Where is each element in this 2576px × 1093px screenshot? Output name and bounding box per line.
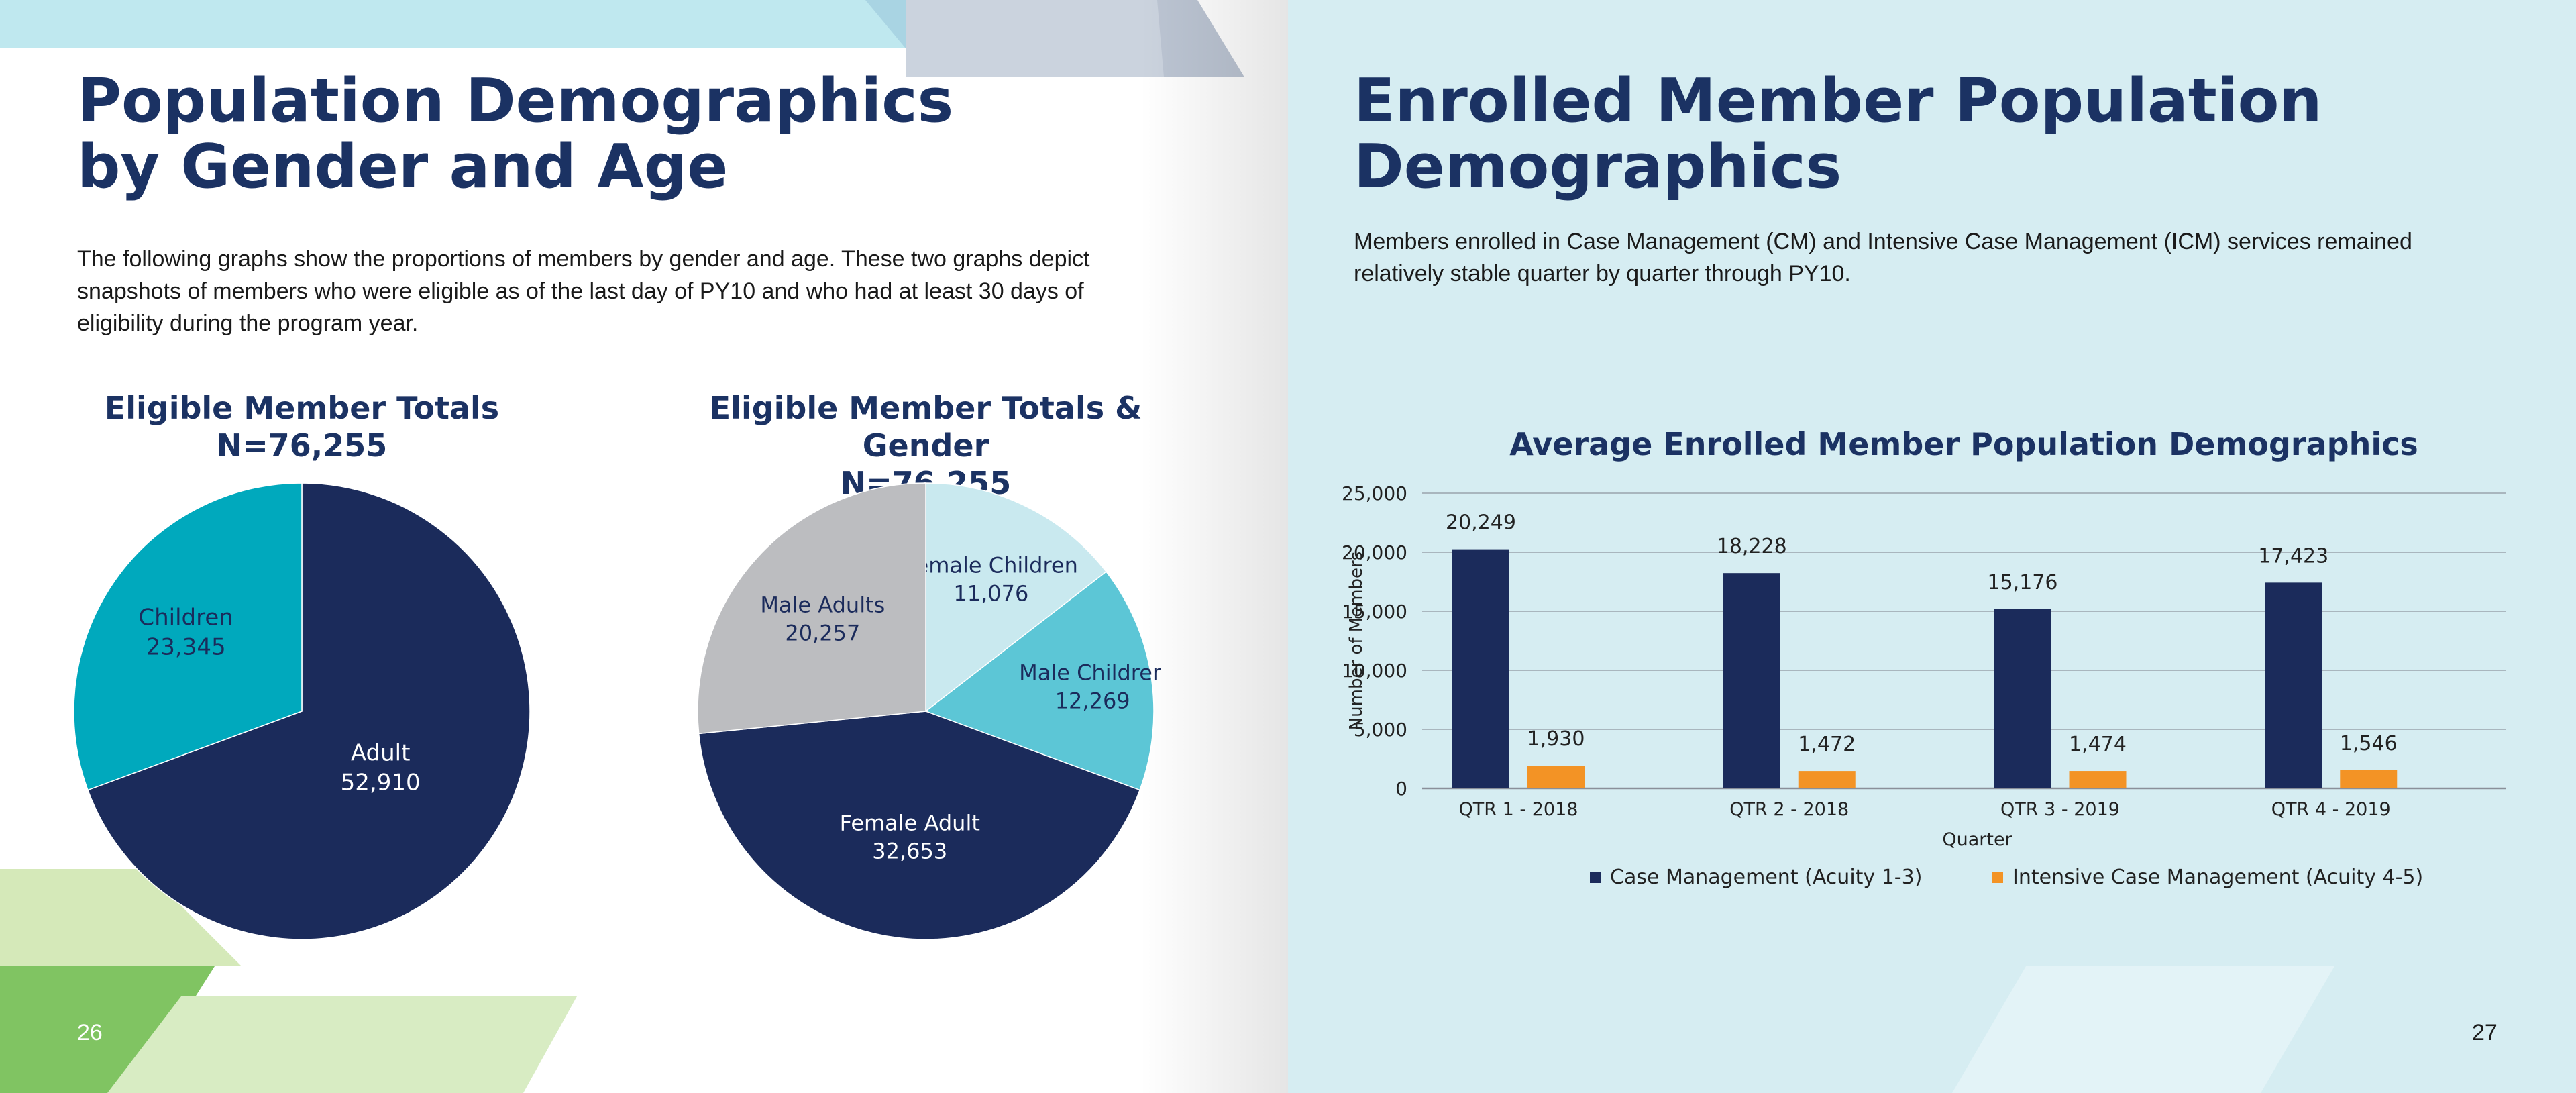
bar-case-management-acuity-1-3-qtr-2-2018 (1723, 573, 1780, 788)
pie-chart-1-title-block: Eligible Member Totals N=76,255 (101, 389, 503, 464)
x-axis-label: Quarter (1942, 829, 2012, 850)
page-number: 26 (77, 1020, 103, 1045)
pie-slice-children (73, 482, 303, 791)
page-title: Enrolled Member Population Demographics (1354, 68, 2322, 200)
right-page-decoration (1952, 966, 2334, 1093)
page-number: 27 (2472, 1020, 2498, 1045)
pie-slice-label: Children (138, 604, 233, 631)
y-tick-label: 10,000 (1342, 660, 1407, 682)
page-title-line-2: by Gender and Age (77, 132, 729, 202)
pie-slice-value: 32,653 (872, 838, 947, 864)
bar-data-label: 1,472 (1798, 733, 1856, 756)
pie-slice-value: 12,269 (1055, 688, 1130, 714)
bar-chart-enrollment: Average Enrolled Member Population Demog… (1342, 426, 2506, 889)
intro-paragraph: The following graphs show the proportion… (77, 246, 1090, 336)
pie-chart-1-title: Eligible Member Totals (104, 390, 500, 426)
bar-data-label: 1,546 (2340, 732, 2398, 756)
y-tick-label: 20,000 (1342, 541, 1407, 564)
legend-label-case-management-acuity-1-3: Case Management (Acuity 1-3) (1610, 866, 1922, 889)
right-page: Enrolled Member Population Demographics … (1288, 0, 2576, 1093)
bar-data-label: 1,474 (2069, 733, 2127, 756)
pie-slice-female-children (925, 482, 1108, 713)
pie-chart-2-title: Eligible Member Totals & Gender (709, 390, 1142, 464)
bar-case-management-acuity-1-3-qtr-4-2019 (2265, 582, 2322, 788)
pie-slice-male-children (924, 570, 1155, 791)
y-tick-label: 5,000 (1354, 719, 1407, 741)
pie-slice-adult (87, 482, 531, 940)
bar-intensive-case-management-acuity-4-5-qtr-1-2018 (1527, 766, 1585, 788)
y-tick-label: 25,000 (1342, 482, 1407, 505)
left-page: Population Demographics by Gender and Ag… (0, 0, 1288, 1093)
x-tick-label: QTR 3 - 2019 (2000, 799, 2120, 820)
pie-chart-1-subtitle: N=76,255 (216, 427, 388, 464)
bar-case-management-acuity-1-3-qtr-3-2019 (1994, 609, 2051, 788)
bar-data-label: 17,423 (2258, 544, 2328, 568)
page-title: Population Demographics by Gender and Ag… (77, 68, 953, 200)
bar-chart-title: Average Enrolled Member Population Demog… (1509, 426, 2418, 462)
bar-intensive-case-management-acuity-4-5-qtr-4-2019 (2340, 770, 2398, 788)
pie-slice-value: 20,257 (785, 621, 860, 646)
pie-slice-male-adults (697, 482, 926, 735)
pie-slice-value: 23,345 (146, 633, 226, 660)
bar-case-management-acuity-1-3-qtr-1-2018 (1452, 549, 1509, 788)
bar-data-label: 20,249 (1446, 511, 1516, 535)
pie-slice-value: 11,076 (953, 581, 1028, 607)
pie-slice-label: Male Children (1019, 660, 1161, 686)
y-tick-label: 15,000 (1342, 601, 1407, 623)
x-tick-label: QTR 4 - 2019 (2271, 799, 2391, 820)
pie-slice-female-adult (698, 711, 1141, 940)
legend-swatch-intensive-case-management-acuity-4-5 (1992, 872, 2003, 883)
legend-swatch-case-management-acuity-1-3 (1590, 872, 1601, 883)
bar-data-label: 15,176 (1988, 571, 2058, 594)
pie-slice-label: Female Children (904, 553, 1078, 578)
bar-data-label: 18,228 (1717, 535, 1787, 558)
bar-intensive-case-management-acuity-4-5-qtr-2-2018 (1798, 771, 1856, 788)
page-title-line-1: Enrolled Member Population (1354, 66, 2322, 136)
pie-slice-label: Male Adults (760, 592, 885, 618)
pie-slice-value: 52,910 (341, 770, 421, 796)
x-tick-label: QTR 1 - 2018 (1459, 799, 1578, 820)
pie-chart-gender: Female Children 11,076 Male Children12,269… (697, 482, 1161, 940)
legend-label-intensive-case-management-acuity-4-5: Intensive Case Management (Acuity 4-5) (2012, 866, 2423, 889)
bar-intensive-case-management-acuity-4-5-qtr-3-2019 (2069, 771, 2127, 788)
pie-slice-label: Female Adult (840, 810, 980, 835)
left-page-decoration (0, 0, 1244, 1093)
bar-data-label: 1,930 (1527, 727, 1585, 751)
x-tick-label: QTR 2 - 2018 (1729, 799, 1849, 820)
y-tick-label: 0 (1395, 778, 1407, 800)
y-axis-label: Number of Members (1346, 552, 1366, 731)
page-title-line-1: Population Demographics (77, 66, 954, 136)
gutter-shadow (1140, 0, 1288, 1093)
page-title-line-2: Demographics (1354, 132, 1842, 202)
intro-paragraph: Members enrolled in Case Management (CM)… (1354, 229, 2412, 287)
pie-slice-label: Adult (351, 740, 411, 767)
